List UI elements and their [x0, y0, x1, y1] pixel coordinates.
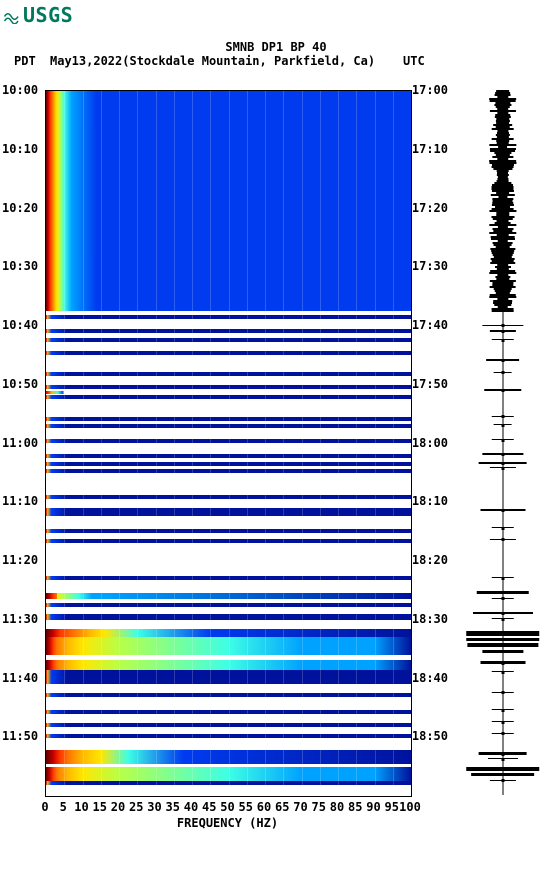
ytick-right: 18:50	[412, 729, 448, 743]
xtick: 30	[147, 800, 161, 814]
ytick-right: 18:10	[412, 494, 448, 508]
ytick-right: 17:40	[412, 318, 448, 332]
xtick: 25	[129, 800, 143, 814]
xtick: 40	[184, 800, 198, 814]
usgs-logo: USGS	[3, 3, 73, 27]
tz-left: PDT	[14, 54, 36, 68]
tz-right: UTC	[403, 54, 425, 68]
xtick: 15	[93, 800, 107, 814]
spectrogram	[45, 90, 412, 797]
xtick: 0	[41, 800, 48, 814]
ytick-left: 10:10	[2, 142, 38, 156]
xtick: 20	[111, 800, 125, 814]
ytick-right: 18:30	[412, 612, 448, 626]
xtick: 95	[385, 800, 399, 814]
ytick-left: 10:20	[2, 201, 38, 215]
xtick: 55	[239, 800, 253, 814]
xtick: 70	[293, 800, 307, 814]
xtick: 80	[330, 800, 344, 814]
ytick-right: 17:50	[412, 377, 448, 391]
xtick: 50	[220, 800, 234, 814]
ytick-left: 11:50	[2, 729, 38, 743]
xtick: 75	[312, 800, 326, 814]
logo-text: USGS	[23, 3, 73, 27]
xtick: 10	[74, 800, 88, 814]
seismo-dense	[465, 90, 540, 310]
xtick: 85	[348, 800, 362, 814]
ytick-right: 18:40	[412, 671, 448, 685]
page: { "logo_text": "USGS", "title1": "SMNB D…	[0, 0, 552, 893]
ytick-left: 10:40	[2, 318, 38, 332]
x-axis-label: FREQUENCY (HZ)	[45, 816, 410, 830]
ytick-right: 18:00	[412, 436, 448, 450]
ytick-left: 11:40	[2, 671, 38, 685]
ytick-right: 17:00	[412, 83, 448, 97]
seismogram-side	[465, 90, 540, 795]
xtick: 5	[60, 800, 67, 814]
ytick-left: 10:00	[2, 83, 38, 97]
xtick: 35	[166, 800, 180, 814]
xtick: 45	[202, 800, 216, 814]
xtick: 60	[257, 800, 271, 814]
ytick-left: 11:10	[2, 494, 38, 508]
ytick-left: 11:00	[2, 436, 38, 450]
chart-title-2: May13,2022(Stockdale Mountain, Parkfield…	[50, 54, 375, 68]
xtick: 100	[399, 800, 421, 814]
ytick-left: 11:30	[2, 612, 38, 626]
ytick-right: 17:10	[412, 142, 448, 156]
ytick-right: 17:30	[412, 259, 448, 273]
ytick-right: 18:20	[412, 553, 448, 567]
chart-title-1: SMNB DP1 BP 40	[0, 40, 552, 54]
ytick-left: 10:30	[2, 259, 38, 273]
xtick: 90	[366, 800, 380, 814]
wave-icon	[3, 6, 21, 24]
ytick-left: 10:50	[2, 377, 38, 391]
ytick-right: 17:20	[412, 201, 448, 215]
xtick: 65	[275, 800, 289, 814]
ytick-left: 11:20	[2, 553, 38, 567]
